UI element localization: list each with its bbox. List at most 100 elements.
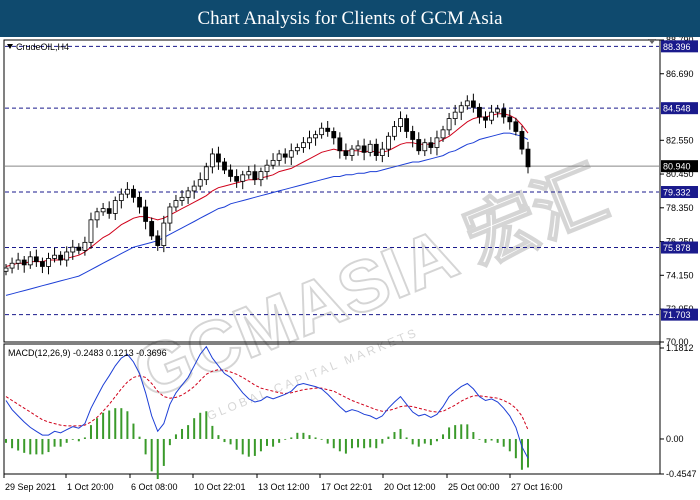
- level-badge: [661, 40, 698, 53]
- candle-body: [27, 256, 33, 266]
- symbol-label: CrudeOIL,H4: [16, 42, 69, 52]
- candle-body: [88, 219, 94, 243]
- candle-body: [349, 148, 355, 156]
- time-axis-label: 27 Oct 16:00: [511, 482, 563, 492]
- time-axis-label: 6 Oct 08:00: [131, 482, 178, 492]
- candle-body: [434, 137, 440, 148]
- candle-body: [46, 258, 51, 267]
- price-axis-label: 70.00: [666, 337, 689, 347]
- candle-body: [282, 153, 288, 158]
- candle-body: [331, 131, 337, 139]
- candle-body: [489, 111, 494, 121]
- price-axis-label: 80.450: [666, 169, 694, 179]
- time-axis-label: 1 Oct 20:00: [67, 482, 114, 492]
- time-axis-label: 17 Oct 22:01: [321, 482, 373, 492]
- symbol-dropdown-icon[interactable]: [7, 44, 13, 49]
- level-badge-label: 79.332: [663, 188, 691, 198]
- candle-body: [428, 142, 434, 148]
- candle-body: [100, 208, 106, 213]
- candle-body: [367, 143, 373, 153]
- macd-axis-label: -0.4547: [666, 469, 697, 479]
- candle-body: [470, 100, 476, 108]
- candle-body: [379, 148, 385, 156]
- main-chart-frame: [3, 39, 661, 343]
- candle-body: [112, 200, 118, 214]
- candle-body: [252, 171, 258, 181]
- candle-body: [209, 153, 215, 168]
- level-badge: [661, 186, 698, 199]
- candle-body: [33, 256, 39, 263]
- level-badge-label: 71.703: [663, 310, 691, 320]
- ma-blue-line: [5, 132, 529, 296]
- candle-body: [264, 164, 270, 173]
- candle-body: [288, 150, 294, 158]
- candle-body: [495, 108, 501, 113]
- candle-body: [222, 161, 227, 171]
- candle-body: [313, 134, 318, 139]
- candle-body: [422, 142, 428, 152]
- price-axis-label: 86.690: [666, 69, 694, 79]
- candle-body: [173, 200, 179, 208]
- macd-main-line: [5, 345, 529, 459]
- candle-body: [446, 118, 452, 131]
- candle-body: [483, 116, 488, 121]
- candle-body: [76, 246, 82, 251]
- macd-frame: [3, 343, 661, 475]
- candle-body: [246, 171, 252, 176]
- candle-body: [525, 148, 531, 168]
- axis-layer: 88.79086.69082.55080.45078.35076.25074.1…: [3, 37, 698, 492]
- time-axis-label: 20 Oct 12:00: [384, 482, 436, 492]
- candle-body: [124, 188, 130, 195]
- candle-body: [319, 127, 325, 136]
- candle-body: [477, 106, 482, 118]
- candle-body: [416, 139, 422, 152]
- candle-body: [155, 235, 161, 246]
- candle-body: [519, 131, 525, 150]
- candle-body: [52, 254, 57, 259]
- level-badge: [661, 102, 698, 115]
- macd-label: MACD(12,26,9) -0.2483 0.1213 -0.3696: [8, 348, 167, 358]
- candle-body: [270, 159, 276, 166]
- macd-axis-label: 1.1812: [666, 343, 694, 353]
- candle-body: [464, 100, 470, 107]
- candle-body: [143, 206, 149, 222]
- candle-body: [404, 118, 410, 132]
- time-axis-label: 25 Oct 00:00: [448, 482, 500, 492]
- candle-body: [294, 147, 300, 152]
- price-axis-label: 82.550: [666, 135, 694, 145]
- price-chart-area[interactable]: GCMASIA 宏汇 GLOBAL CAPITAL MARKETS 88.790…: [0, 37, 700, 500]
- price-axis-label: 74.150: [666, 270, 694, 280]
- candle-body: [9, 262, 15, 269]
- candle-body: [440, 129, 446, 139]
- level-badge-label: 84.548: [663, 104, 691, 114]
- candle-body: [64, 251, 70, 261]
- candle-body: [307, 137, 312, 144]
- price-axis-label: 78.350: [666, 203, 694, 213]
- current-price-label: 80.940: [663, 162, 691, 172]
- candle-body: [228, 169, 233, 177]
- level-badge: [661, 241, 698, 254]
- candle-body: [458, 105, 464, 113]
- candle-body: [385, 135, 391, 150]
- candle-body: [343, 150, 349, 156]
- main-chart-layer: [3, 45, 659, 316]
- candle-body: [361, 145, 367, 153]
- chart-shift-marker-icon[interactable]: [648, 39, 656, 44]
- candle-body: [197, 179, 203, 187]
- level-badge-label: 88.396: [663, 42, 691, 52]
- candle-body: [21, 259, 27, 266]
- candle-body: [82, 241, 88, 251]
- macd-chart-layer: [5, 345, 529, 480]
- candle-body: [410, 131, 416, 140]
- candle-body: [398, 118, 403, 128]
- candle-body: [301, 142, 306, 148]
- candle-body: [258, 171, 264, 181]
- candle-body: [131, 188, 136, 198]
- candle-body: [203, 166, 209, 181]
- time-axis-label: 10 Oct 22:01: [194, 482, 246, 492]
- candle-body: [501, 108, 507, 118]
- candle-body: [137, 196, 142, 208]
- candle-body: [392, 126, 397, 137]
- candle-body: [325, 127, 331, 132]
- candle-body: [185, 190, 191, 198]
